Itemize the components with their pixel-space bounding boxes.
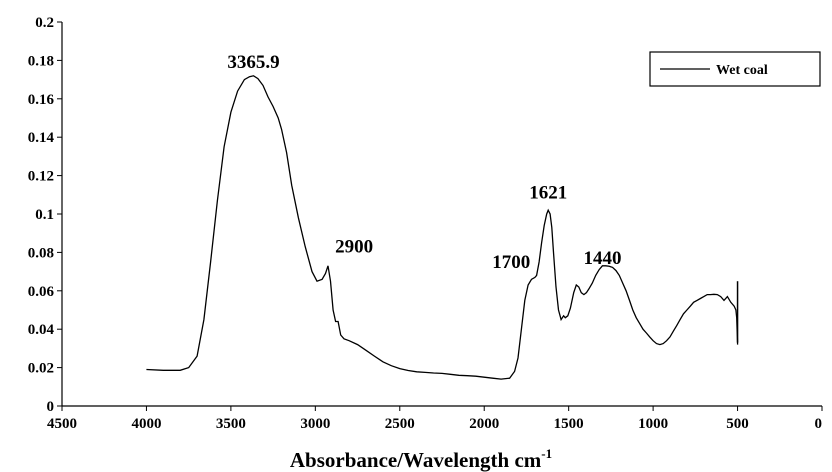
y-tick-label: 0.06: [28, 284, 55, 300]
x-tick-label: 1500: [554, 416, 584, 432]
x-tick-label: 0: [815, 416, 823, 432]
peak-label: 1440: [583, 248, 621, 269]
x-tick-label: 1000: [638, 416, 668, 432]
x-axis-label-superscript: -1: [541, 446, 552, 461]
y-tick-label: 0.2: [35, 15, 54, 31]
legend-label-wet-coal: Wet coal: [716, 63, 768, 78]
y-tick-label: 0.1: [35, 207, 54, 223]
y-tick-label: 0.12: [28, 169, 54, 185]
x-tick-label: 2500: [385, 416, 415, 432]
x-tick-label: 3000: [300, 416, 330, 432]
peak-label: 1621: [529, 183, 567, 204]
y-tick-label: 0.04: [28, 322, 55, 338]
x-tick-label: 4000: [131, 416, 161, 432]
peak-label: 2900: [335, 236, 373, 257]
x-axis-label: Absorbance/Wavelength cm-1: [290, 446, 552, 472]
y-tick-label: 0.02: [28, 361, 54, 377]
x-tick-label: 3500: [216, 416, 246, 432]
y-tick-label: 0.16: [28, 92, 55, 108]
peak-annotations: 3365.9 2900 1700 1621 1440: [227, 52, 621, 273]
x-axis-ticks: 4500 4000 3500 3000 2500 2000 1500 1000 500 0: [47, 406, 823, 432]
series-line-wet-coal: [146, 75, 739, 380]
peak-label: 3365.9: [227, 52, 279, 73]
peak-label: 1700: [492, 252, 530, 273]
y-axis-ticks: 0 0.02 0.04 0.06 0.08 0.1 0.12 0.14 0.16 0.18 0.2: [28, 15, 62, 415]
y-tick-label: 0.08: [28, 245, 54, 261]
y-tick-label: 0.18: [28, 53, 54, 69]
y-tick-label: 0: [47, 399, 55, 415]
y-tick-label: 0.14: [28, 130, 55, 146]
x-tick-label: 500: [726, 416, 749, 432]
x-tick-label: 2000: [469, 416, 499, 432]
legend: Wet coal: [649, 51, 821, 87]
x-axis-label-text: Absorbance/Wavelength cm: [290, 448, 542, 472]
x-tick-label: 4500: [47, 416, 77, 432]
